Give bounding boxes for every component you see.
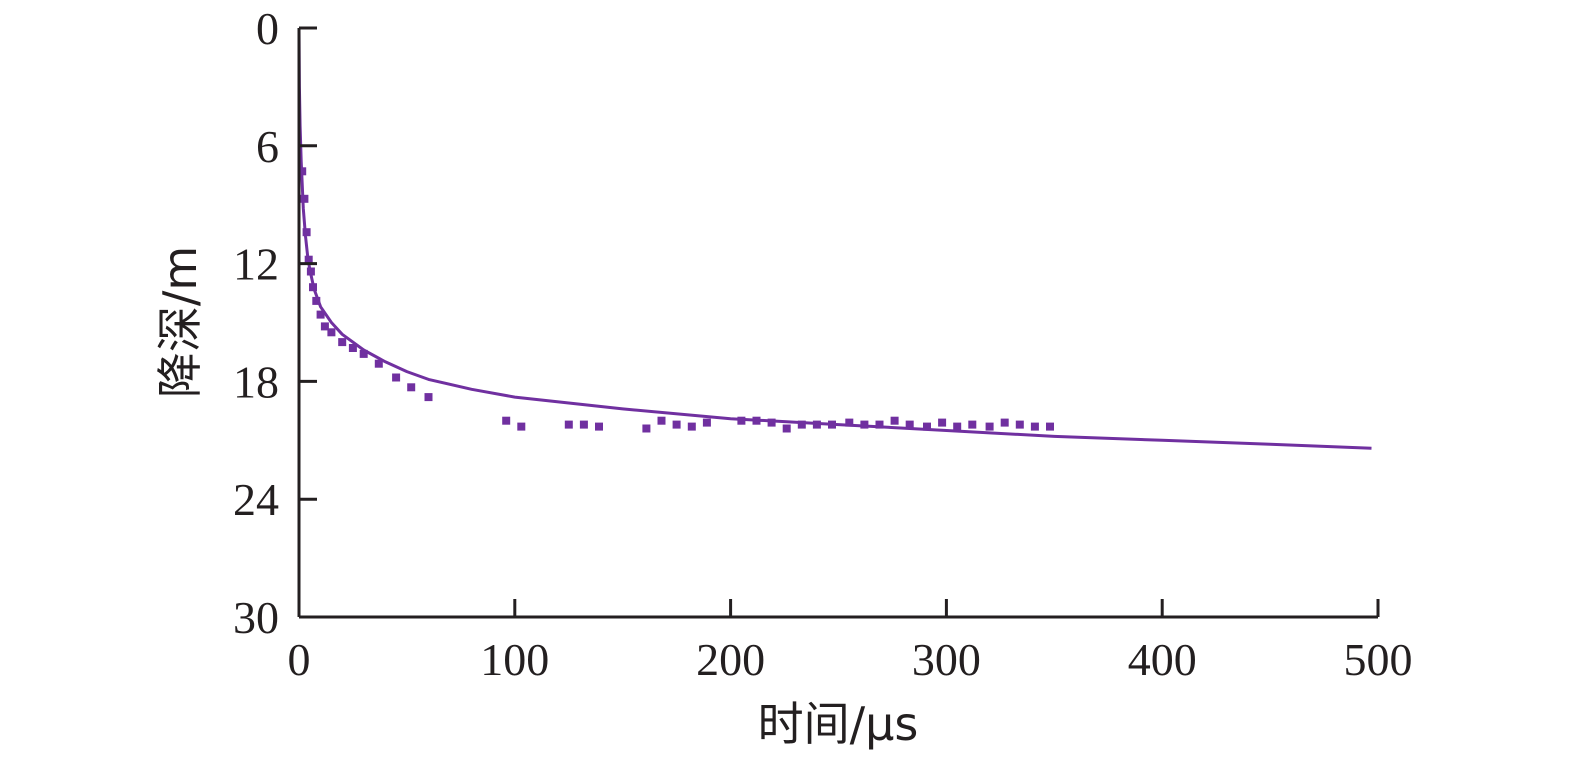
x-tick-label: 200 bbox=[696, 634, 765, 685]
data-point-marker bbox=[1046, 422, 1054, 431]
data-point-marker bbox=[923, 422, 931, 431]
data-point-marker bbox=[1030, 422, 1039, 431]
data-point-marker bbox=[338, 338, 347, 347]
data-point-marker bbox=[672, 420, 681, 429]
data-point-marker bbox=[985, 422, 994, 431]
x-tick-label: 0 bbox=[288, 634, 311, 685]
y-tick-label: 12 bbox=[233, 239, 279, 290]
y-tick-label: 6 bbox=[256, 121, 279, 172]
data-point-marker bbox=[564, 420, 573, 429]
data-point-marker bbox=[1015, 420, 1024, 429]
data-point-marker bbox=[595, 422, 603, 431]
fit-curve-line bbox=[297, 27, 1372, 450]
data-point-marker bbox=[953, 422, 962, 431]
data-point-marker bbox=[875, 420, 884, 429]
data-point-marker bbox=[320, 322, 329, 331]
x-tick-label: 500 bbox=[1344, 634, 1413, 685]
data-point-marker bbox=[1000, 418, 1009, 427]
x-tick-label: 300 bbox=[912, 634, 981, 685]
y-tick-label: 0 bbox=[256, 3, 279, 54]
data-point-marker bbox=[968, 420, 977, 429]
data-point-marker bbox=[312, 296, 321, 305]
data-point-marker bbox=[407, 383, 416, 392]
data-point-marker bbox=[579, 420, 588, 429]
data-point-marker bbox=[767, 418, 776, 427]
data-point-marker bbox=[348, 344, 357, 352]
data-point-marker bbox=[424, 393, 433, 402]
data-point-marker bbox=[392, 373, 401, 382]
data-point-marker bbox=[300, 194, 309, 203]
data-point-marker bbox=[374, 359, 383, 368]
data-point-marker bbox=[316, 310, 325, 319]
data-point-marker bbox=[502, 416, 511, 425]
x-tick-label: 100 bbox=[480, 634, 549, 685]
y-axis-title: 降深/m bbox=[153, 246, 207, 398]
data-point-marker bbox=[687, 422, 696, 431]
data-point-marker bbox=[642, 424, 651, 433]
y-tick-label: 24 bbox=[233, 474, 279, 525]
data-point-marker bbox=[657, 416, 666, 425]
data-point-marker bbox=[359, 349, 368, 358]
data-point-marker bbox=[702, 418, 711, 427]
y-tick-label: 30 bbox=[233, 592, 279, 643]
x-tick-label: 400 bbox=[1128, 634, 1197, 685]
data-point-marker bbox=[938, 418, 947, 427]
data-point-marker bbox=[845, 418, 854, 427]
data-point-marker bbox=[797, 420, 806, 429]
data-point-marker bbox=[890, 416, 899, 425]
data-point-marker bbox=[517, 422, 526, 431]
data-point-marker bbox=[327, 328, 336, 337]
data-point-marker bbox=[782, 424, 791, 433]
y-tick-label: 18 bbox=[233, 356, 279, 407]
x-axis-title: 时间/μs bbox=[758, 697, 919, 751]
data-point-marker bbox=[905, 420, 914, 429]
series-layer bbox=[297, 27, 1372, 450]
